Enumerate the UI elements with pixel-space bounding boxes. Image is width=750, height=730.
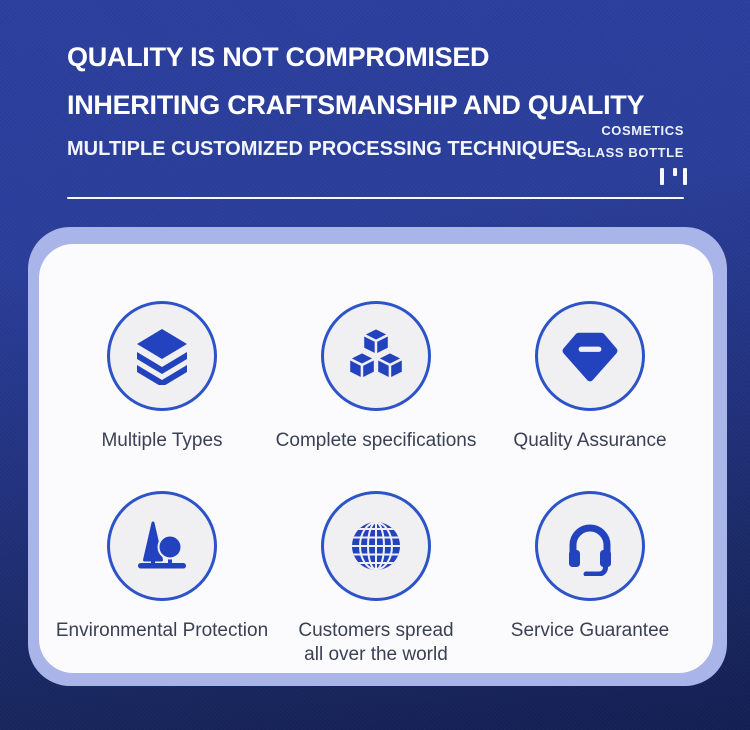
feature-icon-circle (107, 301, 217, 411)
feature-label: Complete specifications (275, 430, 477, 451)
features-card: Multiple Types (39, 244, 713, 673)
features-row-2: Environmental Protection (55, 491, 697, 667)
feature-label: Service Guarantee (510, 620, 670, 641)
layers-icon (137, 329, 187, 385)
feature-icon-circle (535, 491, 645, 601)
category-line-glass-bottle: GLASS BOTTLE (576, 145, 684, 160)
page-title: QUALITY IS NOT COMPROMISED INHERITING CR… (67, 33, 645, 129)
feature-item-quality-assurance: Quality Assurance (483, 301, 697, 453)
feature-label: Environmental Protection (55, 620, 269, 641)
cubes-icon (347, 326, 405, 381)
feature-label: Customers spread all over the world (298, 620, 454, 665)
category-label: COSMETICS GLASS BOTTLE (576, 120, 684, 164)
category-line-cosmetics: COSMETICS (601, 123, 684, 138)
feature-item-service-guarantee: Service Guarantee (483, 491, 697, 667)
trees-icon (138, 521, 186, 569)
header-divider (67, 197, 684, 199)
subtitle: MULTIPLE CUSTOMIZED PROCESSING TECHNIQUE… (67, 138, 579, 160)
feature-icon-circle (535, 301, 645, 411)
feature-item-customers-worldwide: Customers spread all over the world (269, 491, 483, 667)
gem-icon (562, 332, 618, 382)
feature-item-complete-specifications: Complete specifications (269, 301, 483, 453)
feature-label: Quality Assurance (513, 430, 667, 451)
feature-icon-circle (321, 491, 431, 601)
title-line1: QUALITY IS NOT COMPROMISED (67, 42, 490, 72)
features-card-border: Multiple Types (28, 227, 727, 686)
features-row-1: Multiple Types (55, 301, 697, 453)
feature-icon-circle (107, 491, 217, 601)
quote-marks-icon (660, 168, 687, 185)
feature-label: Multiple Types (101, 430, 223, 451)
feature-item-multiple-types: Multiple Types (55, 301, 269, 453)
feature-icon-circle (321, 301, 431, 411)
title-line2: INHERITING CRAFTSMANSHIP AND QUALITY (67, 90, 645, 120)
feature-item-environmental-protection: Environmental Protection (55, 491, 269, 667)
headset-icon (569, 524, 611, 576)
globe-icon (352, 522, 400, 570)
